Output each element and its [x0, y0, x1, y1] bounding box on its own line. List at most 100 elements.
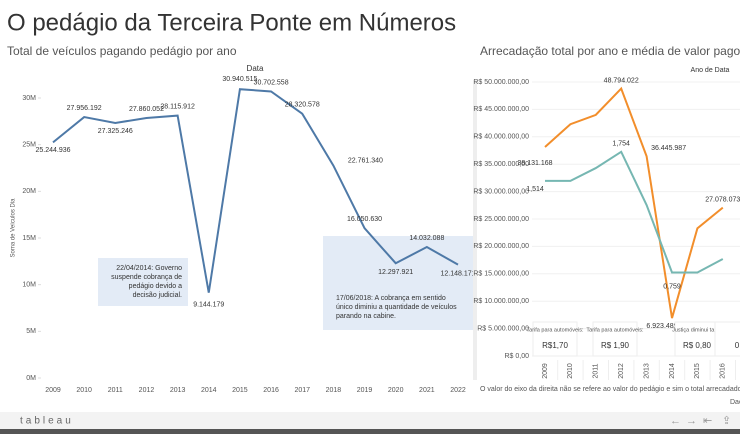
y-tick-label: R$ 50.000.000,00	[473, 79, 529, 86]
x-tick-label: 2015	[232, 387, 248, 394]
x-tick-label: 2009	[45, 387, 61, 394]
data-label: 22.761.340	[348, 157, 383, 164]
y-tick-label: 30M	[22, 95, 36, 102]
annotation-line: pedágio devido a	[129, 283, 182, 290]
y-axis-label: Soma de Veículos Dia	[11, 198, 17, 258]
annotation-line: 17/06/2018: A cobrança em sentido	[336, 295, 446, 302]
data-label: 12.148.171	[440, 270, 475, 277]
tariff-box	[674, 321, 720, 357]
tariff-price: R$1,70	[542, 341, 568, 350]
x-tick-label: 2020	[388, 387, 404, 394]
tariff-text: Justiça diminui tarifa	[672, 327, 723, 333]
tariff-box	[714, 321, 740, 357]
chart-title: Arrecadação total por ano e média de val…	[480, 44, 740, 58]
divider	[473, 80, 477, 380]
x-tick-label: 2016	[720, 363, 727, 379]
annotation-box	[323, 236, 473, 330]
data-label: 14.032.088	[409, 235, 444, 242]
tariff-text: Tarifa para automóveis:	[586, 327, 644, 333]
y-tick-label: R$ 15.000.000,00	[473, 271, 529, 278]
y-tick-label: R$ 5.000.000,00	[477, 325, 529, 332]
tariff-price: R$ 0,80	[683, 341, 712, 350]
annotation-box	[98, 258, 188, 306]
data-label: 1,754	[612, 141, 630, 148]
data-label: 30.940.515	[222, 76, 257, 83]
data-label: 27.860.052	[129, 106, 164, 113]
x-tick-label: 2019	[357, 387, 373, 394]
x-tick-label: 2018	[326, 387, 342, 394]
line	[52, 88, 459, 293]
x-tick-label: 2015	[694, 363, 701, 379]
tariff-box	[592, 321, 638, 357]
x-tick-label: 2012	[618, 363, 625, 379]
x-tick-label: 2010	[567, 363, 574, 379]
data-label: 6.923.489	[646, 323, 677, 330]
x-tick-label: 2010	[76, 387, 92, 394]
x-tick-label: 2011	[108, 387, 123, 394]
tariff-box	[532, 321, 578, 357]
undo-button[interactable]: ←	[670, 415, 681, 427]
tariff-price: 0	[735, 341, 740, 350]
data-label: 38.131.168	[517, 160, 552, 167]
toolbar	[0, 412, 740, 434]
annotation-line: suspende cobrança de	[111, 274, 182, 281]
annotation-line: único diminiu a quantidade de veículos	[336, 304, 457, 311]
data-label: 25.244.936	[35, 147, 70, 154]
y-tick-label: R$ 45.000.000,00	[473, 106, 529, 113]
data-label: 12.297.921	[378, 269, 413, 276]
x-tick-label: 2017	[294, 387, 310, 394]
chart-subtitle: Data	[247, 64, 264, 73]
x-tick-label: 2016	[263, 387, 279, 394]
x-tick-label: 2013	[643, 363, 650, 379]
data-label: 28.115.912	[160, 103, 195, 110]
x-tick-label: 2022	[450, 387, 466, 394]
y-tick-label: 10M	[22, 282, 36, 289]
chart-subtitle: Ano de Data	[691, 67, 730, 74]
y-tick-label: R$ 35.000.000,00	[473, 161, 529, 168]
data-label: 48.794.022	[604, 77, 639, 84]
x-tick-label: 2009	[542, 363, 549, 379]
y-tick-label: R$ 0,00	[504, 353, 529, 360]
annotation-line: parando na cabine.	[336, 313, 396, 320]
revert-button[interactable]: ⇤	[703, 415, 712, 427]
redo-button[interactable]: →	[686, 415, 697, 427]
y-tick-label: R$ 30.000.000,00	[473, 188, 529, 195]
x-tick-label: 2011	[593, 363, 600, 378]
x-tick-label: 2013	[170, 387, 186, 394]
y-tick-label: 20M	[22, 188, 36, 195]
page-title: O pedágio da Terceira Ponte em Números	[7, 9, 456, 36]
data-label: 1,514	[526, 186, 544, 193]
y-tick-label: R$ 20.000.000,00	[473, 243, 529, 250]
annotation: 22/04/2014: Governo suspende cobrança de p…	[111, 265, 182, 299]
footnote: O valor do eixo da direita não se refere…	[480, 386, 740, 393]
line	[544, 86, 724, 319]
y-tick-label: 5M	[26, 328, 36, 335]
data-label: 27.078.073	[705, 196, 740, 203]
data-label: 30.702.558	[254, 79, 289, 86]
data-label: 36.445.987	[651, 145, 686, 152]
x-tick-label: 2014	[669, 363, 676, 379]
y-tick-label: R$ 25.000.000,00	[473, 216, 529, 223]
y-tick-label: R$ 10.000.000,00	[473, 298, 529, 305]
y-tick-label: 25M	[22, 142, 36, 149]
data-label: 9.144.179	[193, 301, 224, 308]
y-tick-label: R$ 40.000.000,00	[473, 134, 529, 141]
tariff-price: R$ 1,90	[601, 341, 630, 350]
line	[545, 150, 724, 274]
tariff-text: Tarifa para automóveis:	[526, 327, 584, 333]
data-label: 27.325.246	[98, 128, 133, 135]
annotation-line: decisão judicial.	[133, 292, 182, 299]
y-tick-label: 15M	[22, 235, 36, 242]
brand: tableau	[20, 416, 74, 427]
chart-title: Total de veículos pagando pedágio por an…	[7, 44, 237, 58]
x-tick-label: 2014	[201, 387, 217, 394]
annotation: 17/06/2018: A cobrança em sentido único d…	[336, 295, 457, 320]
toolbar-edge	[0, 429, 740, 434]
data-label: 28.320.578	[285, 102, 320, 109]
data-label: 0,759	[663, 283, 681, 290]
annotation-line: 22/04/2014: Governo	[116, 265, 182, 272]
share-button[interactable]: ⇪	[722, 415, 731, 427]
footer-label: Dac	[730, 399, 740, 406]
data-label: 27.956.192	[67, 105, 102, 112]
